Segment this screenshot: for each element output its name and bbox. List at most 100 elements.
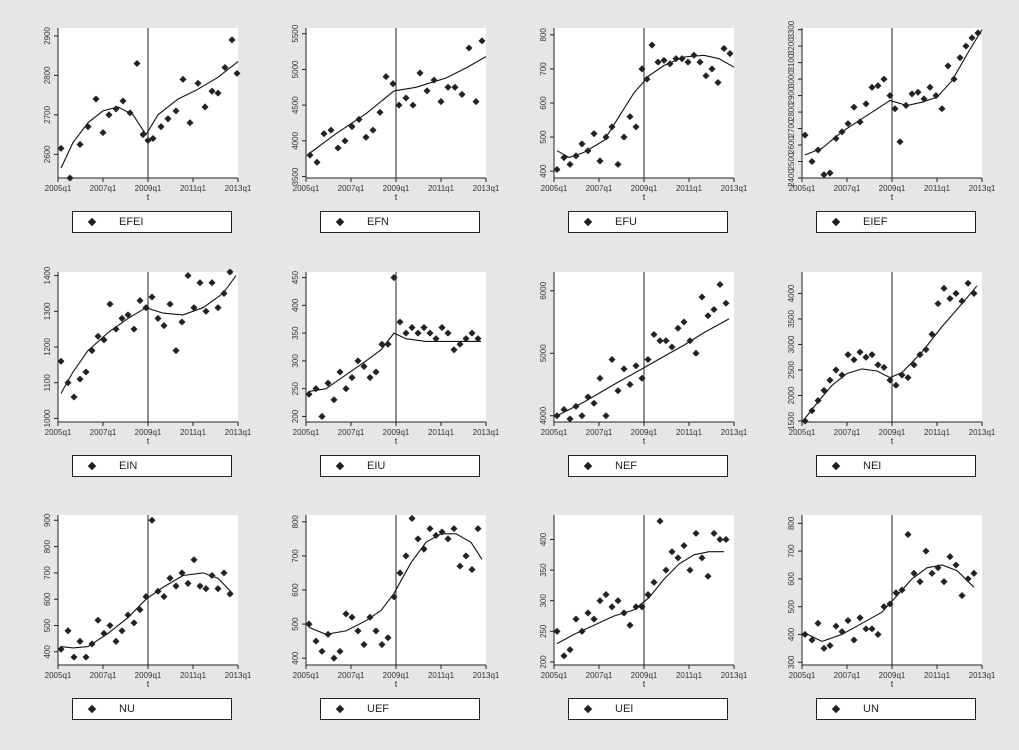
- y-tick-label: 3300: [787, 20, 796, 38]
- x-axis-label: t: [891, 679, 894, 689]
- data-point: [166, 574, 174, 582]
- chart-svg: 2005q1 2007q1 2009q1 2011q1 2013q1 t 3500 4000 4…: [291, 24, 500, 202]
- data-point: [704, 312, 712, 320]
- data-point: [862, 100, 870, 108]
- data-point: [626, 380, 634, 389]
- x-tick-label: 2007q1: [338, 671, 365, 680]
- data-point: [956, 54, 964, 62]
- data-point: [312, 385, 320, 393]
- data-point: [932, 92, 940, 100]
- data-point: [444, 535, 452, 543]
- data-point: [690, 51, 698, 59]
- y-tick-label: 700: [43, 566, 52, 580]
- x-tick-label: 2013q1: [721, 428, 748, 437]
- fitted-curve: [804, 564, 975, 642]
- data-point: [105, 111, 113, 119]
- data-point: [608, 123, 616, 131]
- data-point: [844, 617, 852, 625]
- data-point: [632, 603, 640, 611]
- data-point: [632, 362, 640, 370]
- x-tick-label: 2013q1: [225, 428, 252, 437]
- data-point: [578, 140, 586, 148]
- data-point: [468, 566, 476, 574]
- data-point: [320, 130, 328, 138]
- y-tick-label: 3500: [291, 167, 300, 185]
- x-tick-label: 2007q1: [586, 184, 613, 193]
- legend-marker-icon: [831, 217, 841, 227]
- data-point: [423, 87, 431, 95]
- data-point: [384, 634, 392, 642]
- x-tick-label: 2011q1: [676, 428, 703, 437]
- chart-panel-nef: 2005q1 2007q1 2009q1 2011q1 2013q1 t 4000 5000 6…: [516, 262, 761, 507]
- data-point: [674, 324, 682, 332]
- x-tick-label: 2005q1: [45, 428, 72, 437]
- x-tick-label: 2009q1: [383, 671, 410, 680]
- data-point: [874, 361, 882, 369]
- x-axis-label: t: [395, 192, 398, 202]
- x-tick-label: 2013q1: [225, 671, 252, 680]
- y-tick-label: 450: [291, 270, 300, 284]
- data-point: [968, 34, 976, 42]
- y-tick-label: 3200: [787, 37, 796, 55]
- legend-label: EIU: [367, 460, 386, 472]
- legend-label: UEI: [615, 703, 634, 715]
- x-axis-label: t: [643, 679, 646, 689]
- data-point: [190, 304, 198, 312]
- x-tick-label: 2011q1: [428, 428, 455, 437]
- data-point: [172, 107, 180, 115]
- data-point: [648, 41, 656, 49]
- y-tick-label: 2500: [787, 152, 796, 170]
- data-point: [632, 123, 640, 131]
- data-point: [844, 351, 852, 359]
- x-tick-label: 2013q1: [473, 671, 500, 680]
- x-tick-label: 2013q1: [969, 184, 996, 193]
- data-point: [892, 381, 900, 389]
- data-point: [808, 407, 816, 415]
- data-point: [928, 330, 936, 338]
- data-point: [626, 113, 634, 121]
- legend: NEI: [816, 455, 976, 477]
- data-point: [378, 641, 386, 649]
- data-point: [826, 376, 834, 384]
- x-tick-label: 2011q1: [924, 428, 951, 437]
- legend-marker-icon: [335, 704, 345, 714]
- data-point: [644, 355, 652, 364]
- y-tick-label: 4500: [291, 96, 300, 114]
- data-point: [826, 169, 834, 177]
- legend-label: EIN: [119, 460, 138, 472]
- data-point: [578, 412, 586, 420]
- data-point: [130, 325, 138, 333]
- legend: NEF: [568, 455, 728, 477]
- chart-svg: 2005q1 2007q1 2009q1 2011q1 2013q1 t 200 250 300…: [539, 515, 748, 689]
- data-point: [106, 300, 114, 308]
- x-tick-label: 2007q1: [586, 671, 613, 680]
- chart-svg: 2005q1 2007q1 2009q1 2011q1 2013q1 t 1500 2000 2…: [787, 272, 996, 446]
- data-point: [142, 304, 150, 312]
- data-point: [478, 37, 486, 45]
- x-tick-label: 2005q1: [45, 671, 72, 680]
- data-point: [396, 318, 404, 326]
- y-tick-label: 200: [291, 409, 300, 423]
- data-point: [305, 390, 313, 398]
- data-point: [620, 133, 628, 141]
- legend: NU: [72, 698, 232, 720]
- y-tick-label: 500: [291, 617, 300, 631]
- y-tick-label: 1400: [43, 266, 52, 284]
- data-point: [348, 123, 356, 131]
- x-tick-label: 2005q1: [541, 671, 568, 680]
- data-point: [553, 165, 561, 174]
- x-tick-label: 2007q1: [90, 671, 117, 680]
- data-point: [596, 374, 604, 382]
- data-point: [119, 97, 127, 105]
- y-tick-label: 2800: [43, 66, 52, 84]
- data-point: [330, 396, 338, 404]
- data-point: [892, 589, 900, 597]
- data-point: [430, 76, 438, 84]
- legend-marker-icon: [583, 461, 593, 471]
- data-point: [355, 115, 363, 123]
- x-tick-label: 2011q1: [924, 671, 951, 680]
- data-point: [92, 95, 100, 103]
- y-tick-label: 600: [539, 96, 548, 110]
- x-tick-label: 2013q1: [473, 428, 500, 437]
- data-point: [324, 379, 332, 387]
